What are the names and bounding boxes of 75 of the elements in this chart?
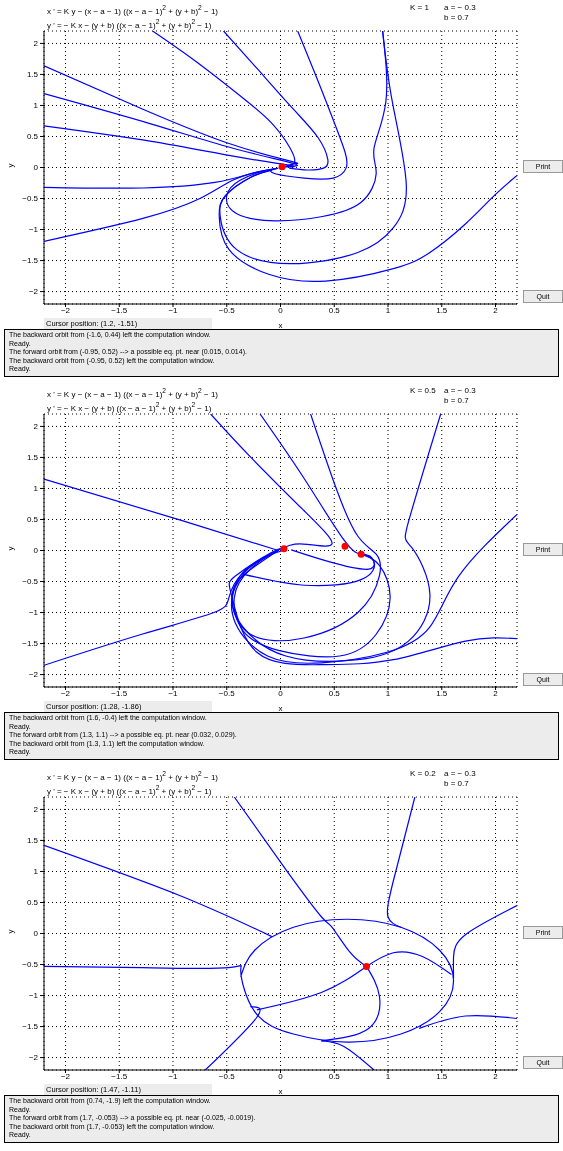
y-tick-label: 2 bbox=[33, 39, 39, 49]
text: K = 0.2 bbox=[410, 769, 436, 779]
x-tick-label: 1 bbox=[385, 305, 391, 315]
x-axis-title: x bbox=[278, 321, 283, 330]
y-tick-label: −1.5 bbox=[22, 1022, 39, 1032]
y-axis-title: y bbox=[5, 163, 15, 168]
y-tick-label: 1 bbox=[33, 867, 39, 877]
y-tick-label: −0.5 bbox=[22, 577, 39, 587]
x-tick-label: −1 bbox=[168, 688, 179, 698]
chart-title: x ' = K y − (x − a − 1) ((x − a − 1)$^{2}$ + (y + b)$^{2}$ − 1) bbox=[47, 3, 219, 17]
text: a = − 0.3 bbox=[444, 386, 476, 396]
y-tick-label: 2 bbox=[33, 805, 39, 815]
x-tick-label: 1.5 bbox=[436, 688, 448, 698]
y-tick-label: 0.5 bbox=[26, 898, 39, 908]
x-tick-label: −0.5 bbox=[218, 305, 236, 315]
y-tick-label: 1.5 bbox=[26, 836, 39, 846]
x-tick-label: −2 bbox=[60, 305, 71, 315]
x-tick-label: 1 bbox=[385, 1071, 391, 1081]
y-tick-label: −1 bbox=[28, 991, 39, 1001]
text: a = − 0.3 bbox=[444, 769, 476, 779]
y-tick-label: 1 bbox=[33, 484, 39, 494]
x-tick-label: 1 bbox=[385, 688, 391, 698]
x-tick-label: 0.5 bbox=[328, 1071, 341, 1081]
x-tick-label: −0.5 bbox=[218, 688, 236, 698]
text: K = 0.5 bbox=[410, 386, 436, 396]
y-tick-label: −0.5 bbox=[22, 194, 39, 204]
text: b = 0.7 bbox=[444, 13, 470, 23]
y-tick-label: 0.5 bbox=[26, 515, 39, 525]
x-tick-label: −1.5 bbox=[111, 688, 128, 698]
text: b = 0.7 bbox=[444, 779, 470, 789]
x-tick-label: 2 bbox=[493, 305, 499, 315]
y-tick-label: −0.5 bbox=[22, 960, 39, 970]
chart-title: x ' = K y − (x − a − 1) ((x − a − 1)$^{2}$ + (y + b)$^{2}$ − 1) bbox=[47, 769, 219, 783]
x-tick-label: 0.5 bbox=[328, 688, 341, 698]
text: b = 0.7 bbox=[444, 396, 470, 406]
y-tick-label: 0.5 bbox=[26, 132, 39, 142]
x-tick-label: 0 bbox=[278, 305, 284, 315]
x-tick-label: 0.5 bbox=[328, 305, 341, 315]
text: K = 1 bbox=[410, 3, 429, 13]
y-tick-label: −1 bbox=[28, 225, 39, 235]
y-tick-label: −1.5 bbox=[22, 256, 39, 266]
chart-subtitle: y ' = − K x − (y + b) ((x − a − 1)$^{2}$ + (y + b)$^{2}$ − 1) bbox=[47, 782, 213, 797]
y-tick-label: −2 bbox=[28, 670, 39, 680]
y-tick-label: 1.5 bbox=[26, 70, 39, 80]
chart-subtitle: y ' = − K x − (y + b) ((x − a − 1)$^{2}$ + (y + b)$^{2}$ − 1) bbox=[47, 399, 213, 414]
x-tick-label: 1.5 bbox=[436, 1071, 448, 1081]
y-axis-title: y bbox=[5, 929, 15, 934]
x-tick-label: −0.5 bbox=[218, 1071, 236, 1081]
y-tick-label: 1.5 bbox=[26, 453, 39, 463]
y-tick-label: 0 bbox=[33, 929, 39, 939]
y-tick-label: 0 bbox=[33, 163, 39, 173]
x-tick-label: −2 bbox=[60, 688, 71, 698]
y-tick-label: 1 bbox=[33, 101, 39, 111]
chart-subtitle: y ' = − K x − (y + b) ((x − a − 1)$^{2}$ + (y + b)$^{2}$ − 1) bbox=[47, 16, 213, 31]
x-tick-label: −1.5 bbox=[111, 1071, 128, 1081]
x-tick-label: 1.5 bbox=[436, 305, 448, 315]
x-axis-title: x bbox=[278, 704, 283, 713]
x-tick-label: 0 bbox=[278, 688, 284, 698]
text: a = − 0.3 bbox=[444, 3, 476, 13]
y-tick-label: −1.5 bbox=[22, 639, 39, 649]
y-axis-title: y bbox=[5, 546, 15, 551]
y-tick-label: 2 bbox=[33, 422, 39, 432]
x-axis-title: x bbox=[278, 1087, 283, 1096]
x-tick-label: 0 bbox=[278, 1071, 284, 1081]
y-tick-label: −1 bbox=[28, 608, 39, 618]
y-tick-label: −2 bbox=[28, 287, 39, 297]
x-tick-label: −1 bbox=[168, 305, 179, 315]
y-tick-label: −2 bbox=[28, 1053, 39, 1063]
x-tick-label: 2 bbox=[493, 688, 499, 698]
x-tick-label: −1 bbox=[168, 1071, 179, 1081]
x-tick-label: −1.5 bbox=[111, 305, 128, 315]
y-tick-label: 0 bbox=[33, 546, 39, 556]
x-tick-label: 2 bbox=[493, 1071, 499, 1081]
chart-title: x ' = K y − (x − a − 1) ((x − a − 1)$^{2}$ + (y + b)$^{2}$ − 1) bbox=[47, 386, 219, 400]
x-tick-label: −2 bbox=[60, 1071, 71, 1081]
